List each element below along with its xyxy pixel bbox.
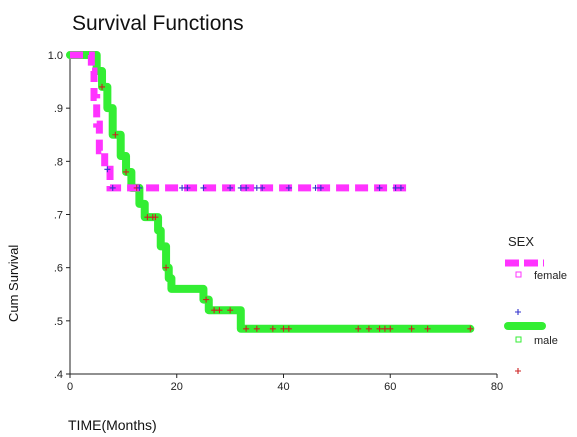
x-tick-label: 40 (277, 381, 289, 393)
censor-mark-male (280, 325, 287, 332)
censor-mark-female (184, 184, 191, 191)
censor-mark-male (112, 131, 119, 138)
censor-mark-male (424, 325, 431, 332)
legend-label-female: female (534, 270, 567, 282)
y-tick-label: .9 (54, 103, 63, 115)
censor-mark-male (216, 307, 223, 314)
censor-mark-female (200, 184, 207, 191)
y-tick-label: 1.0 (48, 50, 63, 62)
censor-mark-female (179, 184, 186, 191)
y-tick-label: .8 (54, 156, 63, 168)
censor-mark-male (269, 325, 276, 332)
censor-mark-female (376, 184, 383, 191)
censor-mark-female (397, 184, 404, 191)
censor-mark-male (211, 307, 218, 314)
censor-mark-female (285, 184, 292, 191)
chart-title: Survival Functions (72, 12, 244, 35)
x-tick-label: 0 (67, 381, 73, 393)
series-line-female (70, 51, 407, 192)
censor-mark-female (237, 184, 244, 191)
y-tick-label: .6 (54, 263, 63, 275)
censor-mark-female (109, 184, 116, 191)
series-line-male (66, 51, 475, 333)
censor-mark-female (104, 166, 111, 173)
censor-mark-male (163, 264, 170, 271)
y-tick-label: .5 (54, 316, 63, 328)
censor-mark-male (243, 325, 250, 332)
censor-mark-male (123, 168, 130, 175)
censor-mark-female (136, 184, 143, 191)
censor-mark-male (144, 214, 151, 221)
legend-marker-male (515, 336, 522, 343)
censor-mark-male (227, 307, 234, 314)
x-axis-label: TIME(Months) (68, 417, 157, 433)
legend-censor-female (515, 309, 521, 315)
censor-mark-female (253, 184, 260, 191)
censor-mark-male (99, 83, 106, 90)
censor-mark-male (365, 325, 372, 332)
censor-mark-male (203, 296, 210, 303)
x-tick-label: 20 (171, 381, 183, 393)
censor-mark-female (312, 184, 319, 191)
legend-marker-female (515, 271, 522, 278)
legend-title: SEX (508, 234, 534, 249)
censor-mark-female (317, 184, 324, 191)
y-tick-label: .7 (54, 210, 63, 222)
censor-mark-female (392, 184, 399, 191)
x-tick-label: 60 (384, 381, 396, 393)
legend-censor-male (515, 368, 521, 374)
censor-mark-male (387, 325, 394, 332)
censor-mark-male (152, 214, 159, 221)
censor-mark-male (467, 325, 474, 332)
censor-mark-male (253, 325, 260, 332)
censor-mark-female (243, 184, 250, 191)
x-tick-label: 80 (491, 381, 503, 393)
censor-mark-female (227, 184, 234, 191)
censor-mark-male (355, 325, 362, 332)
censor-mark-male (381, 325, 388, 332)
censor-mark-male (376, 325, 383, 332)
y-tick-label: .4 (54, 369, 63, 381)
legend-label-male: male (534, 335, 558, 347)
censor-mark-female (259, 184, 266, 191)
censor-mark-male (408, 325, 415, 332)
censor-mark-male (285, 325, 292, 332)
